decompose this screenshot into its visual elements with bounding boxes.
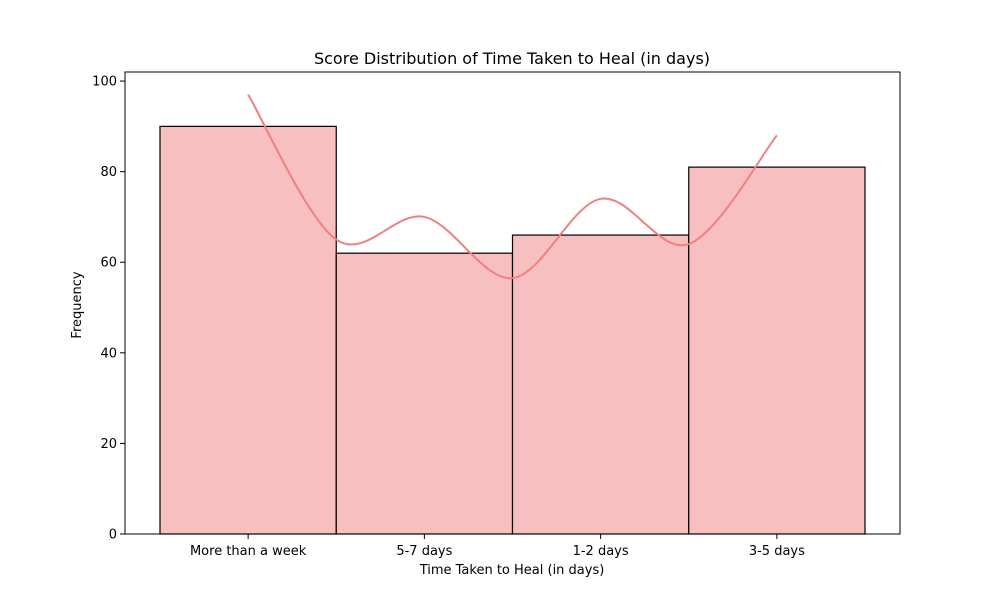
y-tick-label-4: 80 [100, 165, 117, 180]
kde-line [247, 94, 778, 280]
bars-group [159, 125, 866, 535]
bar-3 [688, 166, 866, 535]
plot-frame [124, 71, 901, 535]
bar-0 [159, 125, 337, 535]
y-tick-label-3: 60 [100, 256, 117, 271]
x-axis-label: Time Taken to Heal (in days) [419, 563, 605, 578]
x-tick-label-3: 3-5 days [749, 544, 805, 559]
y-tick-label-1: 20 [100, 437, 117, 452]
kde-group [247, 94, 778, 280]
bar-2 [511, 234, 690, 535]
x-tick-label-2: 1-2 days [573, 544, 629, 559]
bar-1 [335, 252, 514, 535]
y-tick-label-2: 40 [100, 346, 117, 361]
y-tick-label-0: 0 [109, 528, 117, 543]
x-tick-label-1: 5-7 days [396, 544, 452, 559]
x-tick-label-0: More than a week [190, 544, 307, 559]
y-axis-label: Frequency [70, 271, 85, 338]
y-tick-label-5: 100 [92, 75, 117, 90]
y-axis: 0 20 40 60 80 100 [92, 75, 125, 543]
x-axis: More than a week 5-7 days 1-2 days 3-5 days [190, 534, 805, 559]
chart-title: Score Distribution of Time Taken to Heal… [314, 49, 710, 68]
